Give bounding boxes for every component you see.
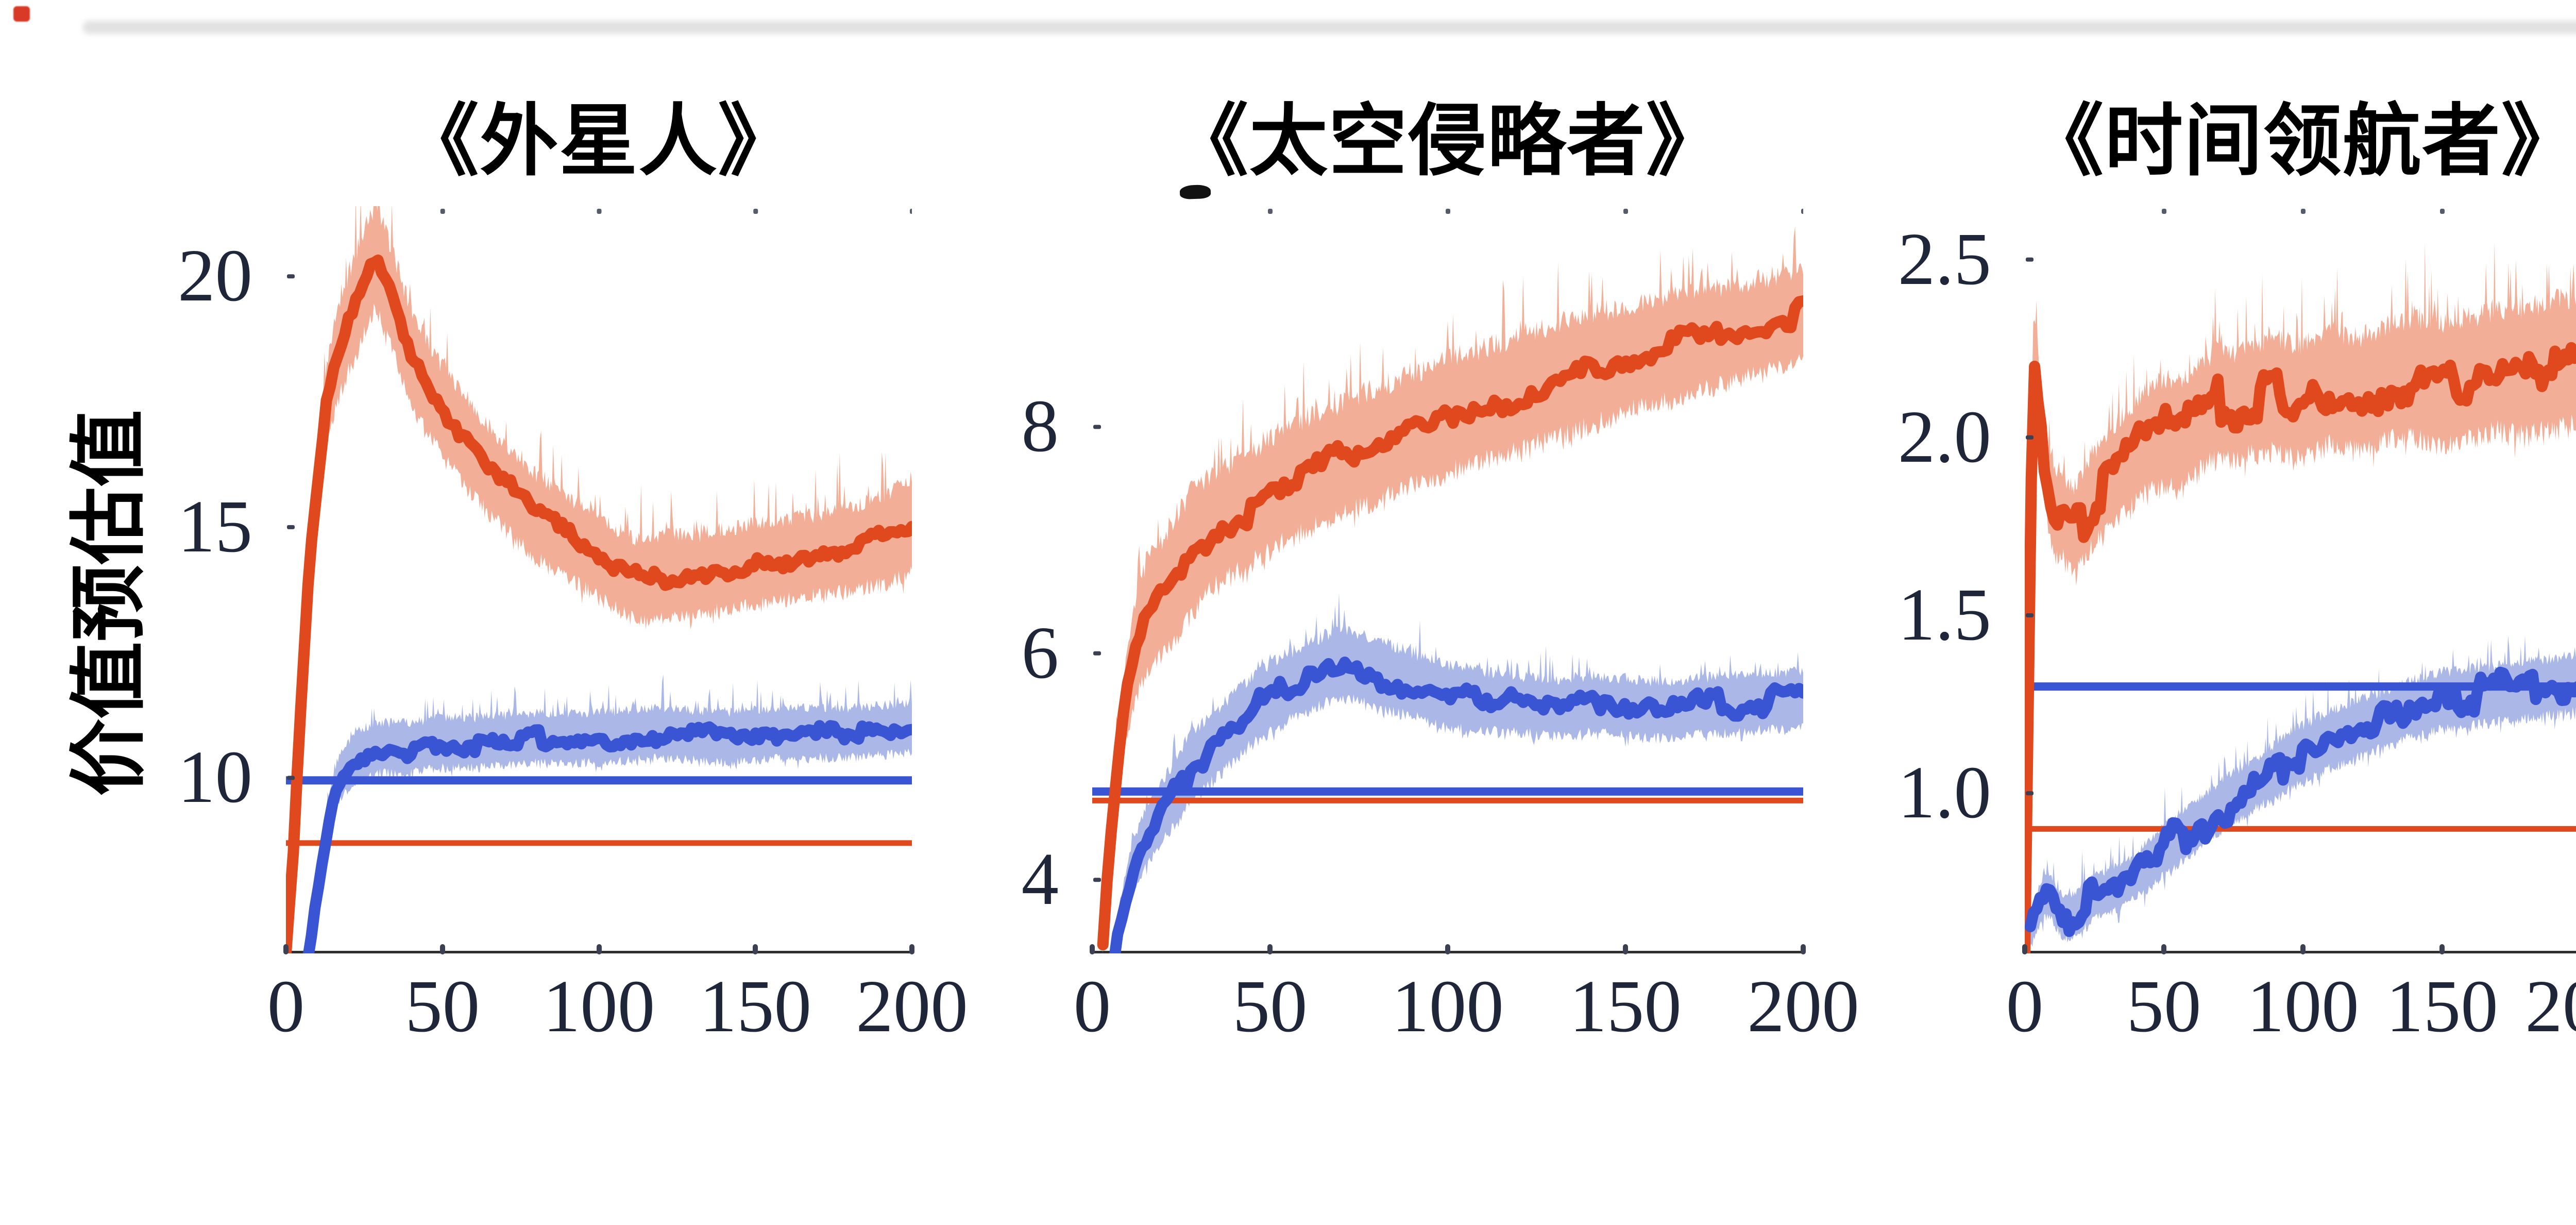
top-tick-mark <box>910 209 912 214</box>
x-tick-label: 200 <box>1747 965 1859 1048</box>
x-tick-label: 200 <box>856 965 968 1048</box>
y-tick-label: 2.5 <box>1897 217 1991 300</box>
x-tick-mark <box>1801 944 1806 954</box>
chart-title-time-pilot: 《时间领航者》 <box>2025 98 2576 185</box>
x-tick-mark <box>2022 944 2027 954</box>
x-tick-mark <box>596 944 602 954</box>
y-tick-label: 6 <box>1021 611 1059 694</box>
chart-plot-time-pilot <box>2025 209 2576 953</box>
ddqn-band <box>1113 593 1803 953</box>
scan-artifact-streak <box>82 21 2576 34</box>
x-tick-label: 200 <box>2525 965 2576 1048</box>
x-tick-label: 100 <box>1392 965 1504 1048</box>
y-tick-mark <box>2026 435 2033 440</box>
x-tick-mark <box>2161 944 2166 954</box>
y-tick-label: 1.0 <box>1897 751 1991 834</box>
y-tick-label: 8 <box>1021 385 1059 468</box>
dqn-band <box>1103 226 1803 953</box>
top-tick-mark <box>440 209 445 214</box>
y-tick-mark <box>2026 257 2033 262</box>
y-tick-mark <box>1093 425 1101 429</box>
ddqn-band <box>2030 635 2576 947</box>
x-tick-label: 0 <box>2006 965 2044 1048</box>
y-tick-label: 1.5 <box>1897 574 1991 657</box>
x-tick-mark <box>1445 944 1450 954</box>
y-tick-label: 4 <box>2563 582 2576 660</box>
y-tick-mark <box>287 274 295 279</box>
ddqn-band <box>308 674 912 953</box>
ddqn-estimate-line <box>1109 657 1803 953</box>
y-tick-label: 0 <box>2563 893 2576 970</box>
x-tick-label: 150 <box>2386 965 2498 1048</box>
y-tick-mark <box>287 776 295 780</box>
ddqn-estimate-line <box>302 720 912 953</box>
y-tick-mark <box>1093 878 1101 882</box>
x-tick-label: 50 <box>2126 965 2201 1048</box>
y-tick-label: 2 <box>2563 737 2576 815</box>
chart-plot-space-invaders <box>1092 209 1803 953</box>
top-tick-mark <box>1268 209 1273 214</box>
scan-artifact-blob <box>1179 184 1211 200</box>
x-tick-label: 150 <box>1569 965 1682 1048</box>
y-tick-label: 6 <box>2563 427 2576 504</box>
y-tick-mark <box>1093 651 1101 656</box>
y-tick-mark <box>2026 791 2033 796</box>
x-tick-mark <box>439 944 445 954</box>
y-tick-mark <box>287 525 295 529</box>
x-tick-mark <box>1623 944 1628 954</box>
dqn-band <box>286 206 912 951</box>
y-tick-label: 20 <box>178 234 252 317</box>
x-tick-mark <box>753 944 758 954</box>
x-tick-mark <box>1090 944 1095 954</box>
top-tick-mark <box>1801 209 1803 214</box>
top-tick-mark <box>597 209 602 214</box>
x-tick-mark <box>2439 944 2445 954</box>
x-tick-label: 100 <box>543 965 655 1048</box>
dqn-estimate-line <box>286 254 912 953</box>
dqn-estimate-line <box>2025 342 2576 953</box>
ddqn-estimate-line <box>2025 666 2576 937</box>
x-tick-mark <box>909 944 914 954</box>
y-tick-label: 10 <box>178 736 252 819</box>
dqn-estimate-line <box>1097 295 1803 951</box>
y-tick-label: 15 <box>178 485 252 568</box>
x-tick-mark <box>1267 944 1273 954</box>
scan-artifact-red-dot <box>13 6 30 22</box>
y-tick-label: 4 <box>1021 838 1059 921</box>
x-tick-label: 100 <box>2247 965 2359 1048</box>
x-tick-label: 0 <box>267 965 305 1048</box>
top-tick-mark <box>2440 209 2445 214</box>
chart-plot-alien <box>286 206 912 953</box>
x-tick-label: 50 <box>405 965 480 1048</box>
top-tick-mark <box>1446 209 1450 214</box>
x-tick-mark <box>2300 944 2306 954</box>
x-tick-mark <box>283 944 289 954</box>
y-tick-label: 8 <box>2563 272 2576 349</box>
top-tick-mark <box>2301 209 2306 214</box>
y-tick-label: 2.0 <box>1897 395 1991 478</box>
x-tick-label: 0 <box>1073 965 1111 1048</box>
dqn-band <box>2025 241 2576 953</box>
x-tick-label: 150 <box>699 965 812 1048</box>
top-tick-mark <box>753 209 758 214</box>
x-tick-label: 50 <box>1232 965 1308 1048</box>
chart-title-alien: 《外星人》 <box>400 98 798 185</box>
y-tick-mark <box>2026 613 2033 618</box>
top-tick-mark <box>2162 209 2166 214</box>
top-tick-mark <box>1623 209 1628 214</box>
chart-title-space-invaders: 《太空侵略者》 <box>1170 98 1725 185</box>
